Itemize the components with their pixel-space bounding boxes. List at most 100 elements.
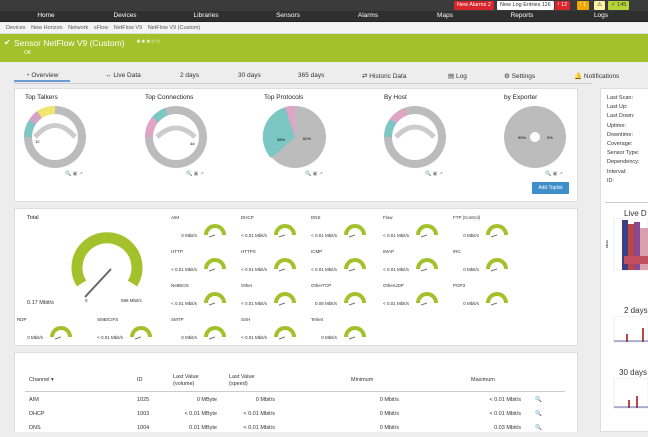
small-gauge[interactable]: [486, 224, 508, 238]
small-gauge[interactable]: [344, 326, 366, 340]
column-minimum[interactable]: Minimum: [351, 377, 374, 383]
column-channel[interactable]: Channel ▾: [29, 377, 54, 384]
table-row[interactable]: AIM 1025 0 MByte 0 Mbit/s 0 Mbit/s < 0.01 Mbi…: [15, 397, 575, 409]
protocols-toolbar-icons[interactable]: 🔍 ▣ ↗: [305, 171, 323, 177]
toplist-pies: 12 4d 35% 62% 99% 0%: [23, 105, 566, 168]
two-days-chart[interactable]: [604, 316, 648, 358]
gauge-label: OtherTCP: [311, 283, 332, 288]
table-row[interactable]: DNS 1004 0.01 MByte < 0.01 Mbit/s 0 Mbit/s 0.…: [15, 425, 575, 437]
search-icon[interactable]: 🔍: [535, 411, 542, 417]
search-icon[interactable]: 🔍: [535, 425, 542, 431]
tab-settings[interactable]: ⚙ Settings: [504, 72, 535, 80]
tab-30-days[interactable]: 30 days: [238, 72, 261, 79]
cell-minimum: 0 Mbit/s: [379, 397, 399, 403]
total-value: 0.17 Mbit/s: [27, 300, 54, 306]
cell-maximum: 0.03 Mbit/s: [494, 425, 521, 431]
nav-alarms[interactable]: Alarms: [357, 12, 379, 19]
small-gauge[interactable]: [50, 326, 72, 340]
live-data-chart[interactable]: Mbit/s: [604, 218, 648, 290]
breadcrumb-item[interactable]: New Horizon: [31, 25, 63, 31]
nav-logs[interactable]: Logs: [593, 12, 609, 19]
tab-overview[interactable]: ◔ Overview: [14, 72, 70, 82]
top-connections-pie[interactable]: 4d: [144, 106, 207, 168]
gauge-value: < 0.01 Mbit/s: [383, 301, 409, 306]
top-talkers-pie[interactable]: 12: [23, 105, 86, 168]
warning-icon[interactable]: ⚠: [594, 1, 605, 10]
small-gauge[interactable]: [274, 224, 296, 238]
small-gauge[interactable]: [204, 326, 226, 340]
gauge-value: 0 Mbit/s: [181, 233, 197, 238]
column-last-volume[interactable]: Last Value (volume): [173, 374, 199, 387]
small-gauge[interactable]: [416, 258, 438, 272]
green-status-badge[interactable]: ✓ 145: [608, 1, 630, 10]
small-gauge[interactable]: [204, 224, 226, 238]
gauge-label: DHCP: [241, 215, 254, 220]
top-protocols-pie[interactable]: 35% 62%: [262, 105, 326, 168]
breadcrumb-item[interactable]: Network: [68, 25, 89, 31]
connections-toolbar-icons[interactable]: 🔍 ▣ ↗: [186, 171, 204, 177]
breadcrumb-item[interactable]: Devices: [6, 25, 26, 31]
new-log-label: New Log Entries: [500, 2, 541, 8]
nav-devices[interactable]: Devices: [113, 12, 137, 19]
breadcrumb-item[interactable]: NetFlow V9: [113, 25, 143, 31]
gauge-label: Telnet: [311, 317, 324, 322]
bell-icon: 🔔: [574, 73, 583, 80]
small-gauge[interactable]: [274, 292, 296, 306]
small-gauge[interactable]: [486, 258, 508, 272]
add-toplist-button[interactable]: Add Toplist: [532, 182, 569, 194]
gauge-label: ICMP: [311, 249, 323, 254]
breadcrumb-item[interactable]: NetFlow V9 (Custom): [147, 25, 201, 31]
small-gauge[interactable]: [204, 292, 226, 306]
by-host-pie[interactable]: [384, 106, 446, 168]
tab-divider: [14, 83, 592, 84]
column-id[interactable]: ID: [137, 377, 143, 383]
cell-speed: < 0.01 Mbit/s: [243, 425, 275, 431]
thirty-days-chart[interactable]: [604, 378, 648, 432]
yellow-status-badge[interactable]: ! 1: [577, 1, 590, 10]
small-gauge[interactable]: [204, 258, 226, 272]
gauge-value: < 0.01 Mbit/s: [311, 233, 337, 238]
tab-notifications[interactable]: 🔔 Notifications: [574, 72, 619, 80]
column-maximum[interactable]: Maximum: [471, 377, 495, 383]
small-gauge[interactable]: [416, 224, 438, 238]
exporter-toolbar-icons[interactable]: 🔍 ▣ ↗: [545, 171, 563, 177]
tab-label: Historic Data: [369, 73, 407, 80]
tab-2-days[interactable]: 2 days: [180, 72, 200, 79]
tab-365-days[interactable]: 365 days: [298, 72, 325, 79]
nav-home[interactable]: Home: [37, 12, 55, 19]
small-gauge[interactable]: [274, 258, 296, 272]
tab-log[interactable]: ▤ Log: [448, 72, 467, 80]
gauge-value: < 0.01 Mbit/s: [311, 267, 337, 272]
table-row[interactable]: DHCP 1003 < 0.01 MByte < 0.01 Mbit/s 0 Mbit/…: [15, 411, 575, 423]
small-gauge[interactable]: [344, 224, 366, 238]
talkers-toolbar-icons[interactable]: 🔍 ▣ ↗: [65, 171, 83, 177]
total-gauge[interactable]: [71, 232, 143, 298]
column-last-speed[interactable]: Last Value (speed): [229, 374, 255, 387]
red-status-badge[interactable]: ! 12: [555, 1, 571, 10]
pie-label: 4d: [190, 141, 194, 146]
breadcrumb-item[interactable]: sFlow: [93, 25, 109, 31]
small-gauge[interactable]: [130, 326, 152, 340]
tab-historic-data[interactable]: ⇄ Historic Data: [362, 72, 406, 80]
tab-label: Live Data: [113, 72, 141, 79]
small-gauge[interactable]: [344, 292, 366, 306]
host-toolbar-icons[interactable]: 🔍 ▣ ↗: [425, 171, 443, 177]
small-gauge[interactable]: [274, 326, 296, 340]
priority-stars[interactable]: ★★★☆☆: [136, 39, 161, 45]
pie-label: 12: [35, 139, 40, 144]
nav-libraries[interactable]: Libraries: [193, 12, 219, 19]
nav-sensors[interactable]: Sensors: [276, 12, 300, 19]
new-alarms-badge[interactable]: New Alarms 2: [454, 1, 494, 10]
nav-maps[interactable]: Maps: [437, 12, 453, 19]
small-gauge[interactable]: [416, 292, 438, 306]
nav-reports[interactable]: Reports: [510, 12, 534, 19]
page-title: Sensor NetFlow V9 (Custom): [14, 38, 125, 48]
tab-live-data[interactable]: ↔ Live Data: [105, 72, 141, 79]
sensor-tabs: ◔ Overview ↔ Live Data 2 days 30 days 36…: [0, 70, 648, 82]
search-icon[interactable]: 🔍: [535, 397, 542, 403]
small-gauge[interactable]: [344, 258, 366, 272]
new-alarms-count: 2: [487, 2, 491, 8]
by-exporter-pie[interactable]: 99% 0%: [504, 106, 566, 168]
small-gauge[interactable]: [486, 292, 508, 306]
new-log-entries-badge[interactable]: New Log Entries 116: [497, 1, 554, 10]
